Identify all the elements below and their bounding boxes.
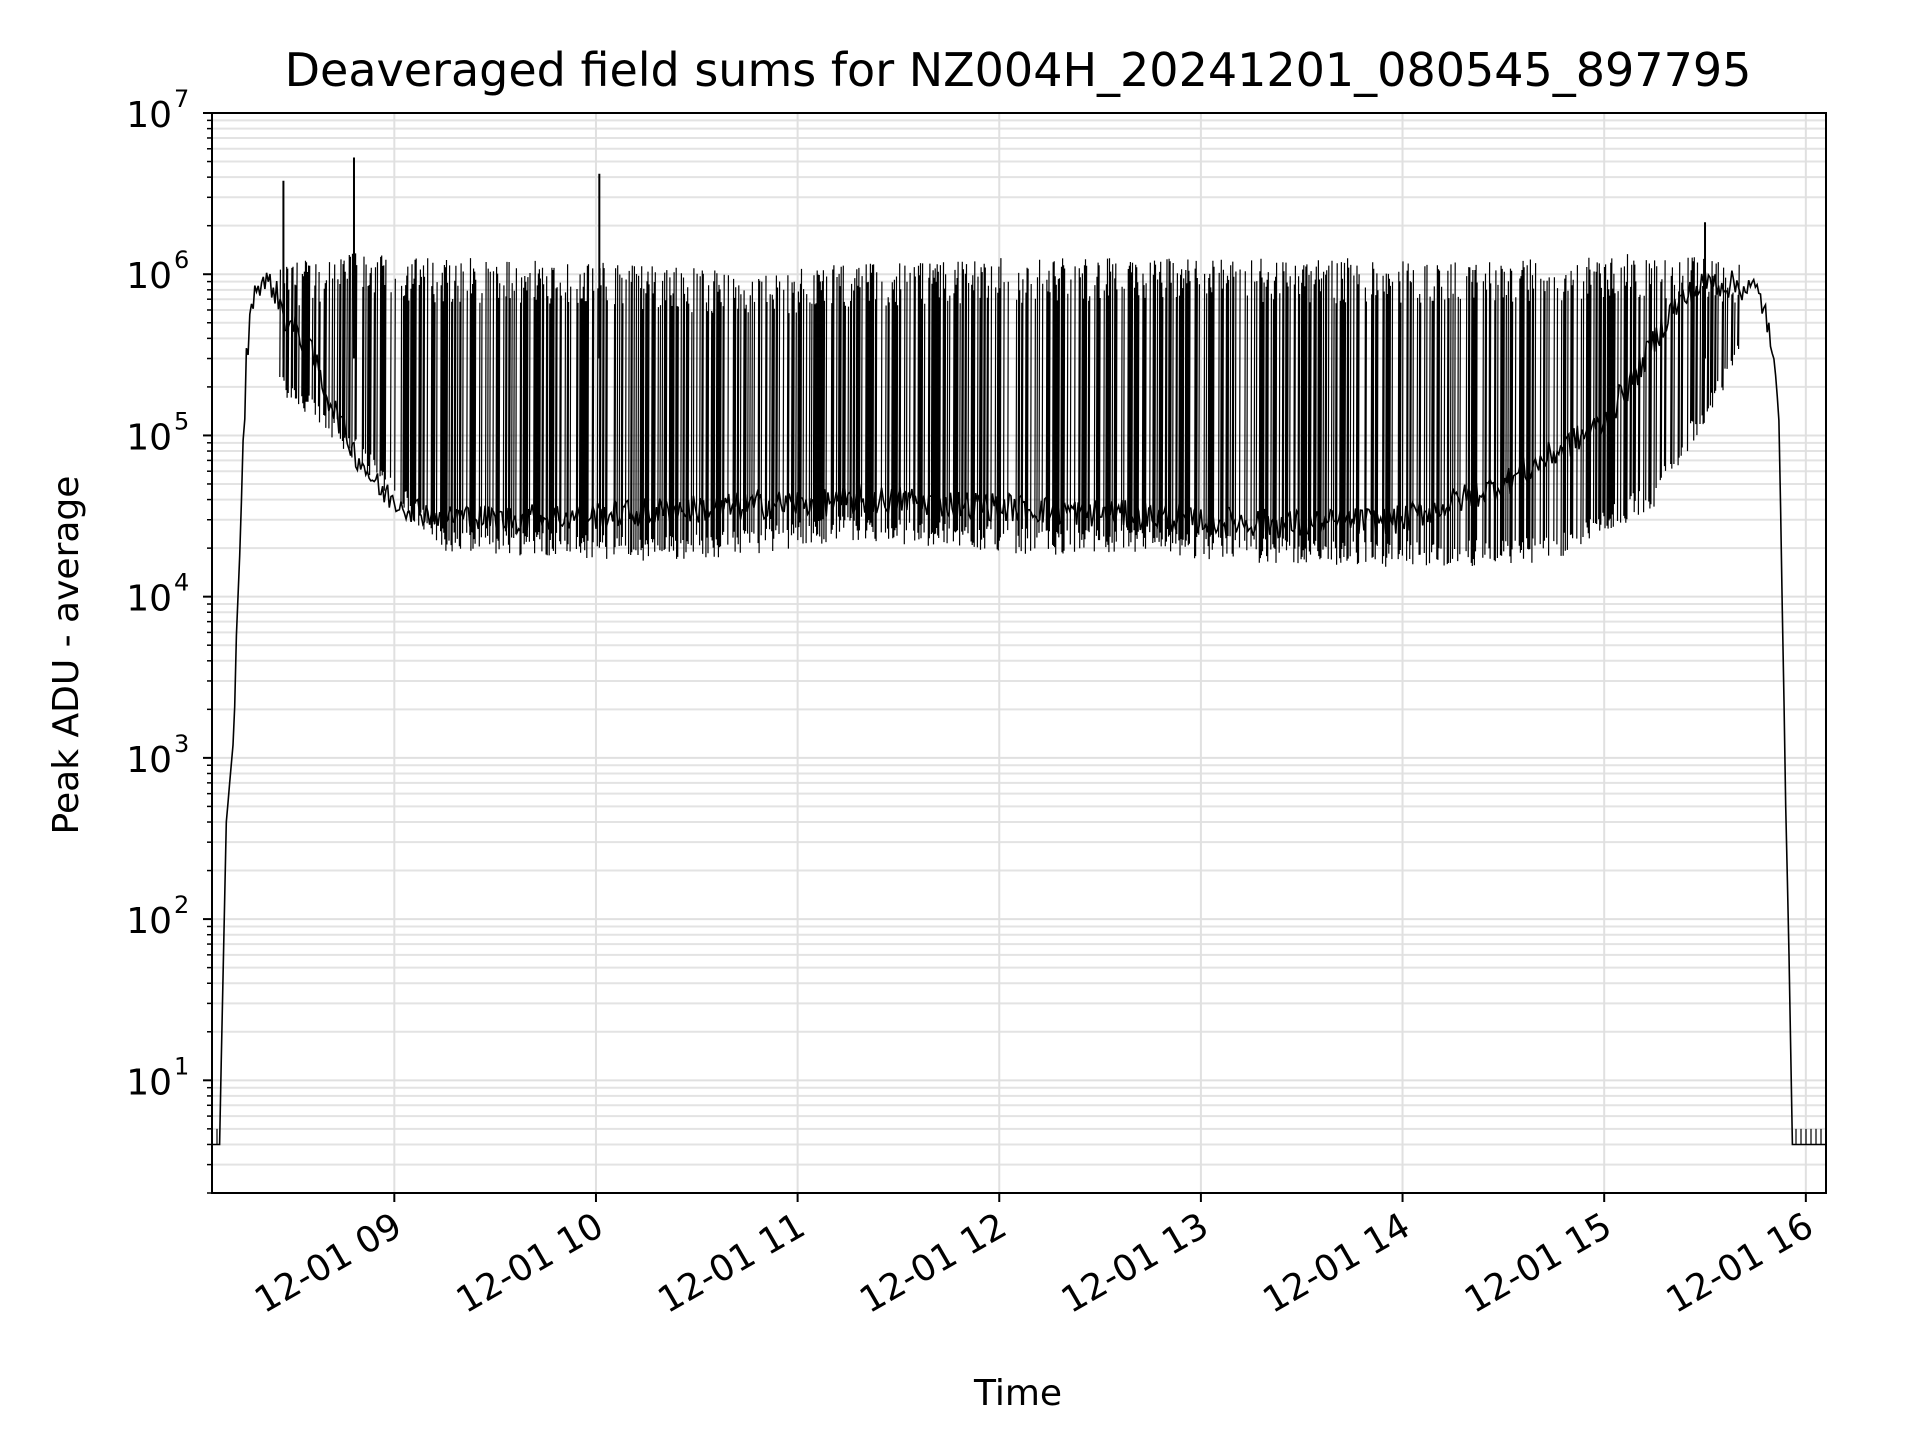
y-tick-label: 10 (126, 740, 172, 781)
y-tick-label: 10 (126, 417, 172, 458)
y-tick-exponent: 4 (174, 569, 189, 597)
spike-envelope-trace (279, 253, 1740, 567)
y-axis-label: Peak ADU - average (46, 476, 87, 835)
y-tick-exponent: 3 (174, 730, 189, 758)
y-tick-exponent: 2 (174, 891, 189, 919)
plot-frame (211, 112, 1827, 1194)
y-tick-label: 10 (126, 95, 172, 136)
y-tick-label: 10 (126, 579, 172, 620)
y-tick-exponent: 6 (174, 246, 189, 274)
y-tick-exponent: 7 (174, 85, 189, 113)
y-tick-exponent: 5 (174, 407, 189, 435)
x-axis-label: Time (973, 1373, 1062, 1414)
data-series (211, 157, 1827, 1146)
y-tick-label: 10 (126, 256, 172, 297)
series-line (212, 269, 1826, 1146)
chart-title: Deaveraged field sums for NZ004H_2024120… (285, 43, 1752, 97)
y-tick-label: 10 (126, 1062, 172, 1103)
y-tick-label: 10 (126, 901, 172, 942)
y-tick-exponent: 1 (174, 1052, 189, 1080)
